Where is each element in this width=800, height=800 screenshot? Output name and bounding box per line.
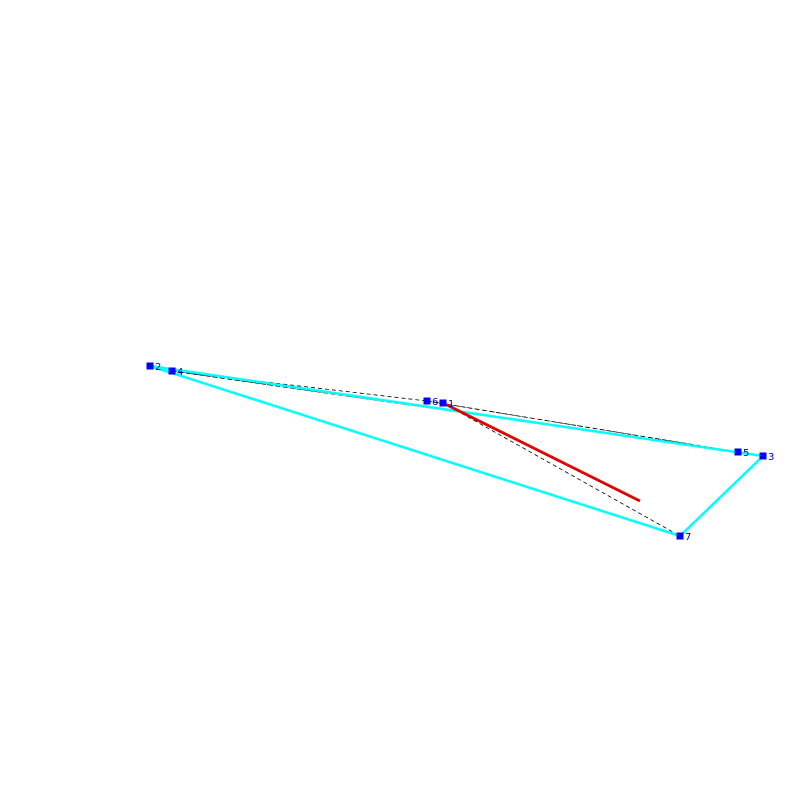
solid-edge-7-2 [149, 364, 681, 538]
node-3-label: 3 [768, 452, 774, 463]
node-5-label: 5 [743, 448, 749, 459]
dashed-edge-6-5-b [426, 400, 739, 453]
node-4-label: 4 [177, 367, 183, 378]
node-7-label: 7 [685, 532, 691, 543]
node-6-marker [423, 397, 431, 405]
edges-layer [149, 364, 764, 538]
node-2-label: 2 [155, 362, 161, 373]
node-3-marker [759, 452, 767, 460]
node-5-marker [734, 448, 742, 456]
node-2-marker [146, 362, 154, 370]
highlight-edge-1 [442, 401, 641, 503]
node-6-label: 6 [432, 397, 438, 408]
nodes-layer: 1 2 3 4 5 6 7 [146, 362, 774, 543]
solid-edge-3-7 [679, 455, 764, 537]
node-1-label: 1 [448, 399, 454, 410]
node-4-marker [168, 367, 176, 375]
node-1-marker [439, 399, 447, 407]
node-7-marker [676, 532, 684, 540]
dashed-edge-1-7 [442, 402, 681, 537]
